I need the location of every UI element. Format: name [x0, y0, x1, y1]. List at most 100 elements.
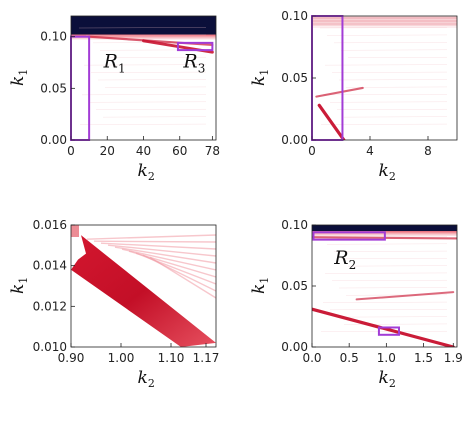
heatmap-area — [71, 225, 216, 347]
fan-streak — [93, 240, 216, 243]
texture-streak — [333, 250, 448, 252]
x-tick-label: 20 — [100, 144, 115, 158]
fan-streak — [121, 248, 216, 271]
texture-streak — [336, 316, 448, 318]
x-tick-label: 1.9 — [444, 351, 463, 365]
texture-streak — [95, 108, 207, 110]
texture-streak — [97, 79, 207, 81]
fan-streak — [100, 242, 216, 250]
texture-streak — [102, 116, 207, 118]
x-axis-label: k2 — [379, 161, 396, 183]
y-axis-label: k1 — [249, 69, 271, 86]
heatmap-area — [312, 225, 457, 347]
texture-streak — [338, 79, 448, 81]
saturated-band — [71, 16, 216, 35]
y-tick-label: 0.00 — [40, 133, 67, 147]
y-tick-label: 0.00 — [281, 133, 308, 147]
texture-streak — [88, 101, 207, 103]
y-tick-label: 0.05 — [40, 81, 67, 95]
texture-streak — [347, 265, 448, 267]
texture-streak — [343, 323, 448, 325]
texture-streak — [336, 108, 448, 110]
fan-streak — [114, 246, 216, 264]
y-tick-label: 0.10 — [281, 218, 308, 232]
chart-panel-top-right: 0 4 8 0.00 0.05 0.10 k2 k1 — [249, 9, 458, 183]
y-tick-label: 0.10 — [281, 9, 308, 23]
texture-streak — [85, 34, 207, 36]
heatmap-area — [71, 16, 216, 140]
y-axis-label: k1 — [8, 277, 30, 294]
x-tick-label: 1.10 — [158, 351, 185, 365]
y-tick-label: 0.05 — [281, 279, 308, 293]
y-axis-label: k1 — [8, 69, 30, 86]
dense-band — [71, 235, 216, 347]
ridge-1 — [355, 291, 455, 301]
texture-streak — [322, 301, 448, 303]
region-box-1 — [176, 41, 214, 52]
chart-panel-top-left: R1 R3 0 20 40 60 78 0.00 0.05 0.10 k2 k1 — [8, 15, 220, 183]
x-tick-label: 8 — [424, 144, 432, 158]
texture-streak — [347, 56, 448, 58]
x-axis-label: k2 — [138, 161, 155, 183]
texture-streak — [78, 27, 207, 29]
texture-streak — [81, 94, 207, 96]
texture-streak — [326, 243, 448, 245]
texture-streak — [322, 94, 448, 96]
x-tick-label: 0.90 — [58, 351, 85, 365]
x-tick-label: 0 — [67, 144, 75, 158]
texture-streak — [331, 279, 448, 281]
texture-streak — [340, 258, 448, 260]
y-tick-label: 0.014 — [33, 259, 67, 273]
corner-patch — [71, 225, 79, 237]
texture-streak — [326, 34, 448, 36]
x-tick-label: 0.0 — [302, 351, 321, 365]
texture-streak — [319, 27, 448, 29]
texture-streak — [329, 309, 448, 311]
fan-streak — [107, 244, 216, 257]
y-tick-label: 0.05 — [281, 71, 308, 85]
region-box-1 — [377, 326, 400, 336]
x-tick-label: 4 — [366, 144, 374, 158]
chart-panel-bottom-left: 0.90 1.00 1.10 1.17 0.010 0.012 0.014 0.016 k2 k1 — [8, 218, 219, 390]
texture-streak — [329, 101, 448, 103]
axes-frame — [70, 224, 217, 348]
saturated-band — [312, 225, 457, 232]
x-tick-label: 0.5 — [340, 351, 359, 365]
y-tick-label: 0.012 — [33, 299, 67, 313]
fan-streak — [86, 234, 216, 240]
y-tick-label: 0.10 — [40, 30, 67, 44]
texture-streak — [90, 71, 207, 73]
fan-streak — [149, 256, 216, 299]
band-edge — [71, 34, 216, 40]
texture-streak — [345, 294, 448, 296]
x-tick-label: 1.00 — [108, 351, 135, 365]
texture-streak — [104, 86, 207, 88]
x-tick-label: 0 — [308, 144, 316, 158]
x-tick-label: 1.0 — [377, 351, 396, 365]
texture-streak — [343, 116, 448, 118]
texture-streak — [338, 287, 448, 289]
ridge-1 — [315, 86, 364, 98]
chart-panel-bottom-right: R2 0.0 0.5 1.0 1.5 1.9 0.00 0.05 0.10 k2 k1 — [249, 218, 463, 390]
texture-streak — [320, 330, 448, 332]
y-tick-label: 0.016 — [33, 218, 67, 232]
x-tick-label: 1.17 — [193, 351, 220, 365]
x-axis-label: k2 — [379, 368, 396, 390]
texture-streak — [333, 42, 448, 44]
texture-streak — [331, 71, 448, 73]
x-axis-label: k2 — [138, 368, 155, 390]
texture-streak — [106, 56, 207, 58]
region-label: R3 — [182, 51, 205, 76]
y-tick-label: 0.00 — [281, 340, 308, 354]
y-axis-label: k1 — [249, 277, 271, 294]
region-label: R1 — [103, 51, 126, 76]
ridge-0 — [317, 103, 346, 140]
texture-streak — [340, 49, 448, 51]
x-tick-label: 40 — [136, 144, 151, 158]
heatmap-background — [312, 16, 457, 140]
region-label: R2 — [333, 247, 356, 272]
texture-streak — [79, 123, 207, 125]
y-tick-label: 0.010 — [33, 340, 67, 354]
x-tick-label: 78 — [205, 144, 220, 158]
